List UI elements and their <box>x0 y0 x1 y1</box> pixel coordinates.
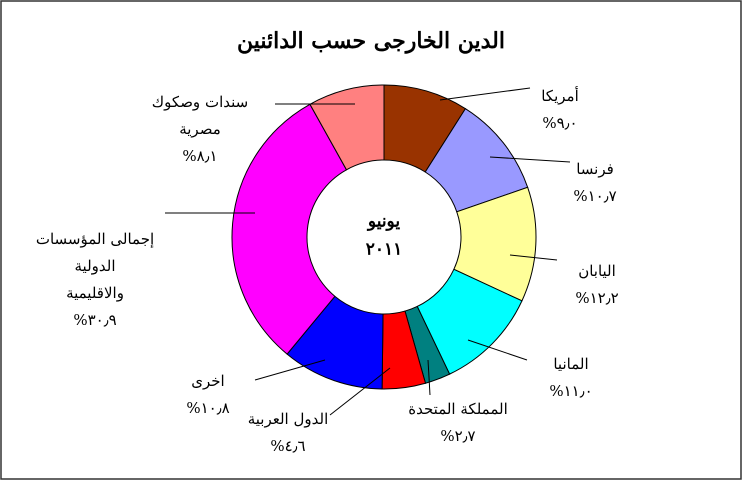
value-label: %١٠٫٧ <box>573 187 616 205</box>
category-label: والاقليمية <box>66 284 124 302</box>
category-label: فرنسا <box>576 160 614 178</box>
leader-line <box>489 156 571 163</box>
value-label: %٨٫١ <box>182 147 217 165</box>
donut-segment <box>231 103 348 355</box>
category-label: اخرى <box>191 372 224 390</box>
leader-line <box>509 254 558 261</box>
value-label: %١١٫٠ <box>549 382 592 400</box>
category-label: الدول العربية <box>248 410 329 428</box>
center-label: يونيو <box>366 212 400 232</box>
leader-line <box>427 359 431 396</box>
category-label: سندات وصكوك <box>152 93 248 111</box>
value-label: %٤٫٦ <box>270 437 305 455</box>
leader-line <box>329 367 391 416</box>
value-label: %٣٠٫٩ <box>73 311 116 329</box>
leader-line <box>467 339 528 361</box>
category-label: المملكة المتحدة <box>408 400 508 418</box>
category-label: إجمالى المؤسسات <box>36 230 154 248</box>
value-label: %٩٫٠ <box>542 114 577 132</box>
category-label: الدولية <box>75 257 116 275</box>
chart-title: الدين الخارجى حسب الدائنين <box>237 28 505 54</box>
leader-line <box>254 359 326 381</box>
donut-segment <box>309 84 385 171</box>
leader-line <box>439 87 531 101</box>
category-label: المانيا <box>553 355 588 373</box>
category-label: مصرية <box>179 120 221 138</box>
value-label: %١٠٫٨ <box>186 399 229 417</box>
value-label: %٢٫٧ <box>440 427 475 445</box>
center-label: ٢٠١١ <box>366 240 403 260</box>
category-label: أمريكا <box>541 86 579 105</box>
value-label: %١٢٫٢ <box>575 289 618 307</box>
category-label: اليابان <box>578 262 616 280</box>
